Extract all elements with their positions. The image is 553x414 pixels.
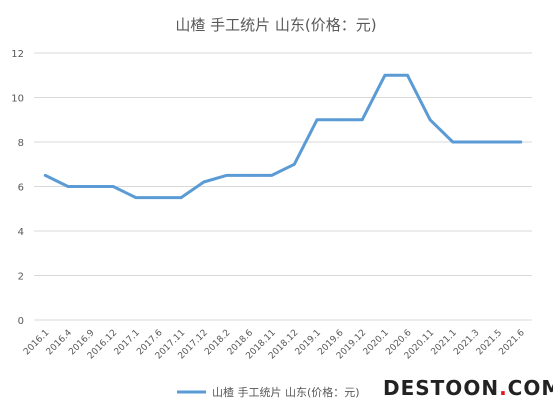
- data-point: [383, 73, 387, 77]
- gridlines: [34, 52, 532, 321]
- y-tick-label: 4: [18, 227, 24, 238]
- data-point: [111, 185, 115, 188]
- data-point: [496, 140, 500, 144]
- data-point: [225, 173, 228, 177]
- y-tick-label: 2: [18, 272, 24, 283]
- data-point: [66, 185, 70, 188]
- y-tick-label: 0: [18, 316, 24, 327]
- data-point: [89, 185, 92, 188]
- y-tick-label: 10: [11, 94, 24, 105]
- data-point: [338, 118, 341, 122]
- legend: 山楂 手工统片 山东(价格：元): [177, 385, 360, 399]
- data-point: [519, 140, 523, 144]
- data-point: [247, 173, 251, 177]
- data-point: [134, 196, 138, 200]
- data-point: [179, 196, 183, 200]
- data-point: [360, 118, 364, 122]
- watermark-dot: .: [499, 376, 508, 400]
- data-point: [406, 73, 409, 77]
- chart-title: 山楂 手工统片 山东(价格：元): [175, 16, 376, 34]
- y-tick-label: 12: [11, 49, 24, 60]
- series-layer: [43, 73, 523, 200]
- data-point: [474, 140, 477, 144]
- data-point: [292, 162, 296, 166]
- data-point: [451, 140, 455, 144]
- data-point: [270, 173, 274, 177]
- y-tick-label: 6: [18, 183, 24, 194]
- y-tick-label: 8: [18, 138, 24, 149]
- data-point: [157, 196, 160, 200]
- watermark-main: DESTOON: [383, 376, 500, 400]
- legend-label: 山楂 手工统片 山东(价格：元): [212, 385, 360, 399]
- x-axis-ticks: 2016.12016.42016.92016.122017.12017.6201…: [22, 328, 527, 362]
- x-tick-label: 2021.6: [497, 328, 527, 358]
- data-point: [43, 173, 47, 177]
- data-point: [202, 180, 206, 184]
- destoon-watermark: DESTOON.COM: [383, 376, 553, 400]
- y-axis-ticks: 0 2 4 6 8 10 12: [11, 49, 24, 327]
- series-line: [43, 73, 523, 200]
- watermark-tail: COM: [507, 376, 553, 400]
- data-point: [428, 118, 432, 122]
- data-point: [315, 118, 319, 122]
